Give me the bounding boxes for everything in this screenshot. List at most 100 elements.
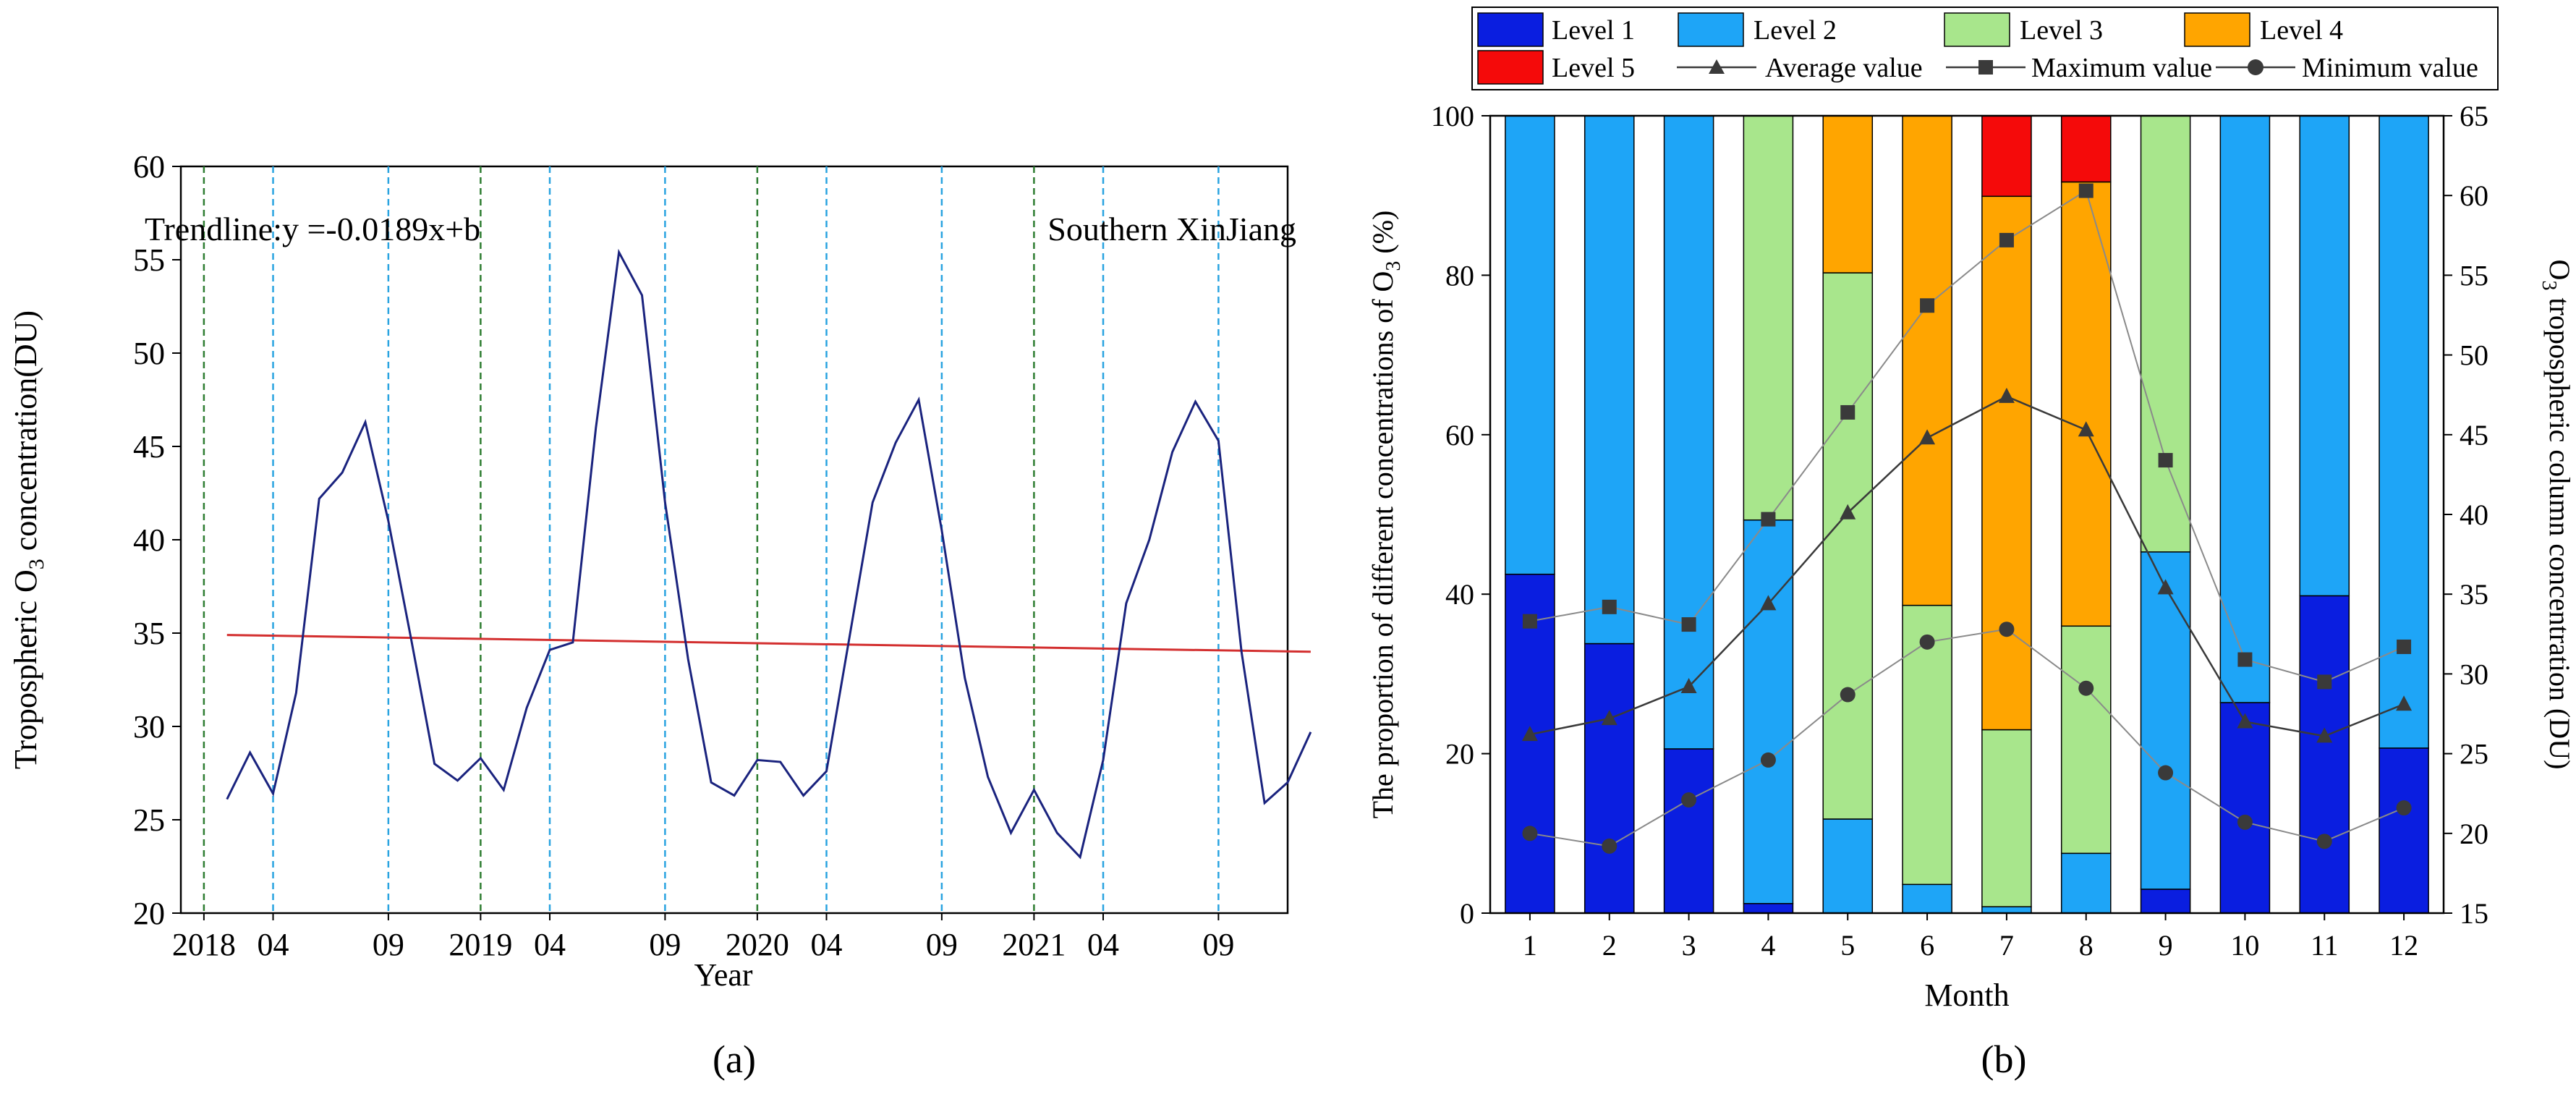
bar-month-8-level-2 (2060, 852, 2112, 914)
panel-a-x-axis: 2018 04 09 2019 04 09 2020 04 09 2021 04 09 (172, 913, 1234, 962)
right-y-tick-label: 45 (2460, 419, 2488, 451)
y-tick-label: 25 (133, 802, 165, 838)
x-tick-label: 04 (1087, 927, 1119, 962)
panel-a-plot-frame (179, 165, 1289, 915)
bar-month-8-level-5 (2060, 115, 2112, 183)
point-maximum-value-month-7 (1999, 232, 2014, 247)
legend-swatch-level-4 (2184, 12, 2250, 47)
point-average-value-month-8 (2078, 421, 2094, 437)
x-tick-label: 5 (1840, 929, 1855, 962)
x-tick-label: 9 (2159, 929, 2173, 962)
x-tick-label: 11 (2311, 929, 2339, 962)
x-tick-label: 1 (1523, 929, 1537, 962)
point-average-value-month-4 (1760, 595, 1777, 611)
panel-a-ozone-series-line (226, 248, 1312, 860)
panel-a-trendline (226, 634, 1311, 653)
left-y-tick-label: 40 (1445, 578, 1474, 611)
bar-month-6-level-2 (1902, 883, 1952, 914)
panel-a-label: (a) (713, 1038, 756, 1081)
legend-swatch-level-5 (1477, 50, 1544, 85)
bar-month-9-level-3 (2140, 115, 2191, 553)
bar-month-3-level-2 (1663, 115, 1714, 750)
point-minimum-value-month-7 (1999, 622, 2015, 637)
x-tick-label: 12 (2389, 929, 2418, 962)
point-average-value-month-2 (1601, 710, 1618, 726)
left-y-tick-label: 60 (1445, 419, 1474, 451)
bar-month-6-level-3 (1902, 604, 1952, 886)
right-y-tick-label: 60 (2460, 179, 2488, 212)
panel-b-left-y-axis: 0 20 40 60 80 100 (1431, 100, 1490, 930)
series-line-minimum-value (1529, 628, 2405, 847)
right-y-tick-label: 25 (2460, 738, 2488, 771)
y-tick-label: 45 (133, 429, 165, 465)
legend-label-level-3: Level 3 (2020, 15, 2103, 46)
point-average-value-month-10 (2237, 713, 2253, 729)
point-minimum-value-month-6 (1919, 634, 1935, 650)
point-maximum-value-month-10 (2237, 652, 2253, 667)
x-tick-label: 09 (373, 927, 404, 962)
point-average-value-month-5 (1840, 504, 1856, 520)
bar-month-1-level-2 (1505, 115, 1555, 575)
bar-month-7-level-2 (1981, 906, 2032, 914)
point-minimum-value-month-1 (1522, 826, 1538, 841)
panel-b-left-y-axis-title: The proportion of different concentratio… (1366, 211, 1405, 819)
x-tick-label: 4 (1761, 929, 1775, 962)
legend-swatch-level-2 (1678, 12, 1744, 47)
bar-month-2-level-1 (1584, 643, 1635, 914)
right-y-tick-label: 65 (2460, 100, 2488, 132)
panel-a-trendline-equation: Trendline:y =-0.0189x+b (145, 211, 480, 247)
legend-swatch-level-3 (1944, 12, 2010, 47)
x-tick-label: 2020 (726, 927, 789, 962)
series-line-maximum-value (1529, 190, 2405, 683)
panel-a-y-axis: 20 25 30 35 40 45 50 55 60 (133, 149, 181, 931)
x-tick-label: 2019 (449, 927, 512, 962)
right-y-tick-label: 15 (2460, 897, 2488, 930)
point-average-value-month-9 (2157, 579, 2174, 595)
point-average-value-month-11 (2316, 727, 2333, 743)
point-minimum-value-month-10 (2237, 814, 2253, 830)
legend-label-maximum-value: Maximum value (2031, 53, 2212, 83)
point-maximum-value-month-2 (1602, 599, 1617, 614)
point-minimum-value-month-12 (2396, 800, 2412, 816)
bar-month-5-level-2 (1822, 818, 1874, 914)
bar-month-4-level-3 (1743, 115, 1794, 521)
bar-month-9-level-1 (2140, 889, 2191, 914)
legend-swatch-level-1 (1477, 12, 1544, 47)
x-tick-label: 09 (926, 927, 958, 962)
panel-b-right-y-axis: 15 20 25 30 35 40 45 50 55 60 65 (2444, 100, 2488, 930)
right-y-tick-label: 40 (2460, 499, 2488, 531)
point-maximum-value-month-9 (2158, 453, 2173, 468)
x-tick-label: 2 (1602, 929, 1617, 962)
point-maximum-value-month-3 (1681, 617, 1696, 632)
y-tick-label: 60 (133, 149, 165, 185)
legend-marker-square (1978, 60, 1993, 75)
legend-marker-circle (2248, 59, 2263, 75)
x-tick-label: 04 (811, 927, 843, 962)
point-minimum-value-month-3 (1681, 792, 1697, 808)
bar-month-11-level-2 (2299, 115, 2350, 597)
bar-month-6-level-4 (1902, 115, 1952, 606)
panel-a-reference-lines (203, 166, 1220, 913)
x-tick-label: 3 (1682, 929, 1696, 962)
legend-marker-triangle (1709, 59, 1725, 74)
panel-a-line-chart: 20 25 30 35 40 45 50 55 60 2018 04 09 2019 04 09 2020 0… (8, 149, 1312, 1081)
panel-b-label: (b) (1981, 1038, 2027, 1081)
panel-b-right-y-axis-title: O3 tropospheric column concentration (DU… (2538, 260, 2576, 770)
right-y-tick-label: 50 (2460, 339, 2488, 372)
y-tick-label: 50 (133, 336, 165, 371)
x-tick-label: 10 (2230, 929, 2259, 962)
right-y-tick-label: 35 (2460, 578, 2488, 611)
bar-month-1-level-1 (1505, 573, 1555, 914)
x-tick-label: 2018 (172, 927, 236, 962)
point-average-value-month-7 (1998, 387, 2015, 403)
bar-month-4-level-1 (1743, 903, 1794, 914)
x-tick-label: 8 (2079, 929, 2093, 962)
left-y-tick-label: 0 (1460, 897, 1474, 930)
bar-month-8-level-4 (2060, 181, 2112, 627)
point-maximum-value-month-12 (2397, 639, 2412, 654)
bar-month-12-level-1 (2379, 747, 2429, 914)
panel-a-x-axis-title: Year (694, 957, 752, 993)
point-minimum-value-month-5 (1840, 687, 1856, 703)
point-minimum-value-month-9 (2158, 765, 2174, 781)
